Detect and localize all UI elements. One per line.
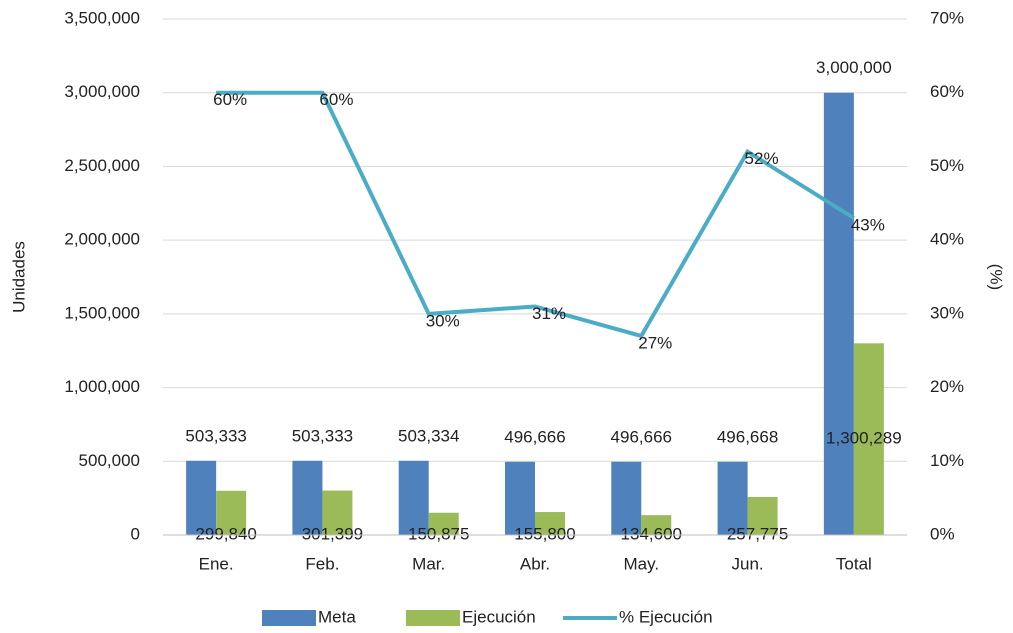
y-tick-label: 3,500,000 (64, 8, 140, 27)
data-label: 155,800 (514, 524, 575, 543)
y2-tick-label: 20% (930, 377, 964, 396)
y2-tick-label: 30% (930, 303, 964, 322)
line (216, 90, 855, 339)
y-axis-title: Unidades (9, 241, 28, 313)
y2-tick-label: 60% (930, 82, 964, 101)
bar (186, 460, 217, 535)
x-tick-label: Mar. (412, 554, 445, 573)
x-tick-label: Feb. (305, 554, 339, 573)
bar (292, 460, 323, 535)
y-tick-label: 1,000,000 (64, 377, 140, 396)
x-tick-label: Total (836, 554, 872, 573)
data-label: 60% (213, 90, 247, 109)
y-tick-label: 500,000 (79, 451, 140, 470)
bar (428, 512, 459, 535)
x-tick-label: Abr. (520, 554, 550, 573)
data-label: 503,333 (185, 426, 246, 445)
data-label: 31% (532, 304, 566, 323)
x-tick-label: Jun. (732, 554, 764, 573)
data-label: 52% (745, 149, 779, 168)
legend-label: Ejecución (462, 607, 536, 626)
data-label: 3,000,000 (816, 58, 892, 77)
y-tick-label: 1,500,000 (64, 303, 140, 322)
y2-tick-label: 50% (930, 156, 964, 175)
bar (535, 512, 565, 535)
y-tick-label: 0 (131, 524, 140, 543)
data-label: 257,775 (727, 524, 788, 543)
y2-tick-label: 0% (930, 524, 955, 543)
bar (216, 490, 247, 535)
data-label: 496,666 (504, 427, 565, 446)
y2-tick-label: 70% (930, 8, 964, 27)
bar (747, 496, 778, 535)
data-label: 503,334 (398, 426, 459, 445)
data-label: 301,399 (302, 524, 363, 543)
data-label: 30% (426, 311, 460, 330)
legend-swatch (262, 610, 316, 626)
x-tick-label: May. (623, 554, 659, 573)
y2-tick-label: 40% (930, 230, 964, 249)
data-label: 27% (638, 333, 672, 352)
bar (611, 461, 642, 535)
data-label: 150,875 (408, 524, 469, 543)
bar (505, 461, 535, 535)
bar (322, 490, 353, 535)
y2-axis-title: (%) (987, 264, 1006, 290)
data-label: 299,840 (195, 524, 256, 543)
x-tick-label: Ene. (199, 554, 234, 573)
data-label: 503,333 (292, 426, 353, 445)
y-tick-label: 3,000,000 (64, 82, 140, 101)
data-label: 496,668 (717, 427, 778, 446)
bar (823, 92, 854, 535)
data-label: 43% (851, 216, 885, 235)
y2-tick-label: 10% (930, 451, 964, 470)
bar (398, 460, 429, 535)
bar (641, 515, 672, 535)
data-label: 60% (319, 90, 353, 109)
legend-label: % Ejecución (619, 607, 713, 626)
legend-swatch (406, 610, 460, 626)
legend-label: Meta (318, 607, 356, 626)
data-label: 1,300,289 (826, 429, 902, 448)
y-tick-label: 2,500,000 (64, 156, 140, 175)
data-label: 134,600 (621, 524, 682, 543)
y-tick-label: 2,000,000 (64, 230, 140, 249)
bar (717, 461, 748, 535)
bar (853, 343, 884, 535)
data-label: 496,666 (611, 427, 672, 446)
